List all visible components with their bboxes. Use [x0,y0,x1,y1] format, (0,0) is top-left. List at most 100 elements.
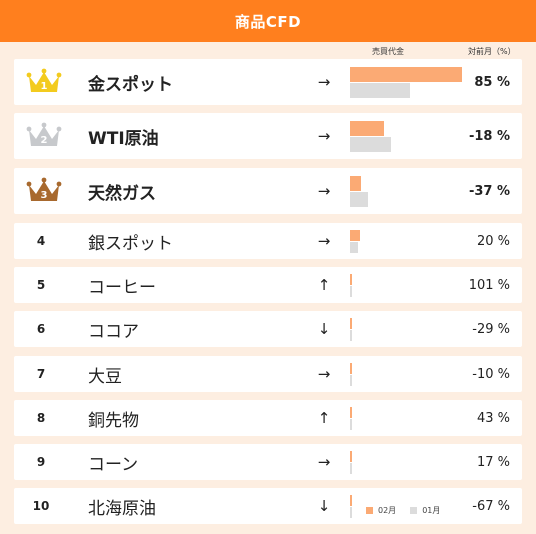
sales-bars [350,400,468,436]
ranking-row: 4 銀スポット → 20 % [14,223,522,259]
rank-number: 1 [40,81,48,92]
ranking-row: 2 WTI原油 → -18 % [14,113,522,159]
trend-arrow-icon: → [317,232,331,250]
commodity-name: コーン [88,454,139,475]
legend-label-previous: 01月 [422,506,441,515]
rank-cell: 2 [14,113,68,159]
trend-arrow-icon: ↓ [317,320,331,338]
sales-bars [350,59,468,105]
column-header-mom: 対前月（%） [468,47,516,56]
rank-number: 4 [36,234,46,248]
bronze-crown-icon [26,177,62,205]
trend-arrow-icon: → [317,182,331,200]
rank-cell: 5 [14,267,68,303]
commodity-name: 銀スポット [88,233,173,254]
bar-previous-month [350,241,358,253]
bar-previous-month [350,462,352,474]
commodity-name: コーヒー [88,277,156,298]
ranking-row: 3 天然ガス → -37 % [14,168,522,214]
rank-cell: 7 [14,356,68,392]
rank-number: 8 [36,411,46,425]
rank-number: 10 [32,499,50,513]
sales-bars [350,113,468,159]
page-title: 商品CFD [234,12,302,31]
bar-previous-month [350,285,352,297]
commodity-name: WTI原油 [88,128,159,149]
rank-cell: 9 [14,444,68,480]
ranking-row: 1 金スポット → 85 % [14,59,522,105]
legend-swatch-current [366,507,373,514]
ranking-row: 9 コーン → 17 % [14,444,522,480]
bar-current-month [350,362,352,374]
rank-number: 9 [36,455,46,469]
mom-percent: 43 % [476,410,510,426]
commodity-name: 大豆 [88,366,122,387]
sales-bars [350,444,468,480]
gold-crown-icon [26,68,62,96]
legend-swatch-previous [410,507,418,514]
trend-arrow-icon: → [317,127,331,145]
bar-previous-month [350,82,411,98]
bar-previous-month [350,506,352,518]
ranking-row: 8 銅先物 ↑ 43 % [14,400,522,436]
rank-number: 3 [40,190,48,201]
mom-percent: 101 % [468,277,510,293]
legend-item-current: 02月 [366,505,396,516]
rank-cell: 10 [14,488,68,524]
legend-item-previous: 01月 [410,505,440,516]
bar-current-month [350,175,362,191]
rank-number: 6 [36,322,46,336]
mom-percent: 20 % [476,233,510,249]
mom-percent: -18 % [468,128,510,144]
legend: 02月 01月 [366,505,440,516]
bar-current-month [350,450,352,462]
trend-arrow-icon: ↓ [317,497,331,515]
commodity-name: 天然ガス [88,183,156,204]
silver-crown-icon [26,122,62,150]
trend-arrow-icon: ↑ [317,276,331,294]
bar-previous-month [350,374,352,386]
rank-cell: 4 [14,223,68,259]
ranking-row: 10 北海原油 ↓ -67 % [14,488,522,524]
rank-number: 5 [36,278,46,292]
mom-percent: 85 % [474,74,510,90]
bar-current-month [350,273,352,285]
bar-current-month [350,406,352,418]
trend-arrow-icon: ↑ [317,409,331,427]
header-bar: 商品CFD [0,0,536,42]
bar-previous-month [350,418,352,430]
commodity-name: ココア [88,321,139,342]
mom-percent: -37 % [468,183,510,199]
column-header-sales: 売買代金 [372,47,404,56]
commodity-name: 金スポット [88,74,173,95]
bar-previous-month [350,191,368,207]
sales-bars [350,267,468,303]
ranking-row: 5 コーヒー ↑ 101 % [14,267,522,303]
sales-bars [350,168,468,214]
bar-previous-month [350,136,392,152]
bar-current-month [350,317,352,329]
sales-bars [350,356,468,392]
ranking-row: 7 大豆 → -10 % [14,356,522,392]
sales-bars [350,488,468,524]
bar-current-month [350,229,361,241]
mom-percent: -10 % [472,366,510,382]
bar-current-month [350,494,352,506]
bar-previous-month [350,329,353,341]
rank-cell: 8 [14,400,68,436]
legend-label-current: 02月 [378,506,397,515]
bar-current-month [350,120,384,136]
commodity-name: 北海原油 [88,498,156,519]
rank-cell: 6 [14,311,68,347]
sales-bars [350,311,468,347]
commodity-name: 銅先物 [88,410,139,431]
rank-number: 2 [40,135,48,146]
trend-arrow-icon: → [317,73,331,91]
rank-cell: 3 [14,168,68,214]
trend-arrow-icon: → [317,365,331,383]
rank-cell: 1 [14,59,68,105]
mom-percent: -67 % [472,498,510,514]
mom-percent: 17 % [476,454,510,470]
rank-number: 7 [36,367,46,381]
trend-arrow-icon: → [317,453,331,471]
